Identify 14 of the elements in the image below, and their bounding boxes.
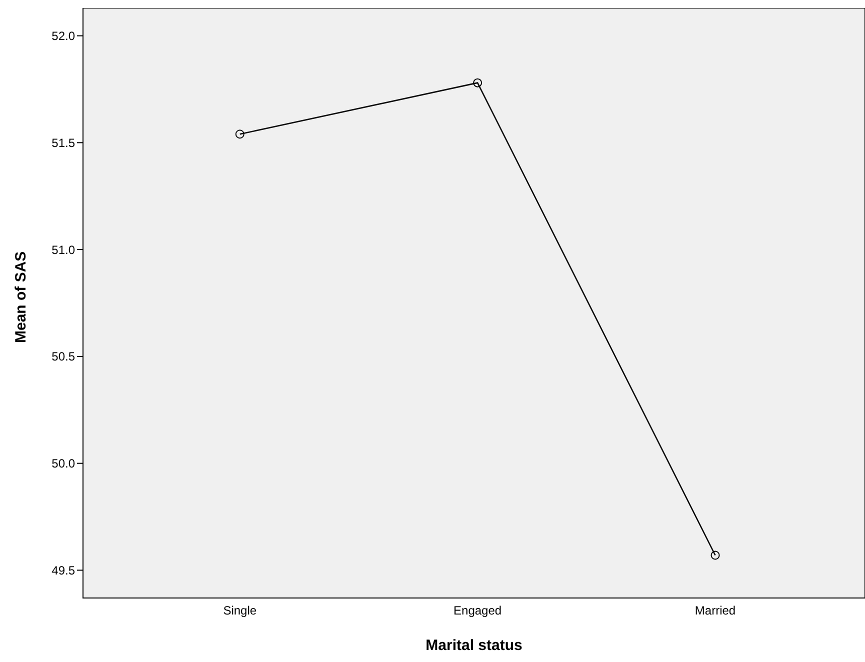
x-tick-label: Engaged xyxy=(454,604,502,618)
y-tick-label: 51.0 xyxy=(52,242,76,257)
y-tick-label: 50.0 xyxy=(52,456,76,471)
x-axis-title: Marital status xyxy=(426,637,522,654)
x-tick-label: Married xyxy=(694,604,736,618)
y-axis-title: Mean of SAS xyxy=(12,251,30,343)
point xyxy=(235,130,244,139)
y-tick-label: 50.5 xyxy=(52,350,76,364)
point xyxy=(710,550,720,560)
point xyxy=(473,78,482,88)
y-tick-label: 51.5 xyxy=(52,136,76,150)
x-tick-label: Single xyxy=(223,604,257,618)
y-tick-label: 49.5 xyxy=(52,563,76,578)
y-tick-label: 52.0 xyxy=(52,29,76,44)
